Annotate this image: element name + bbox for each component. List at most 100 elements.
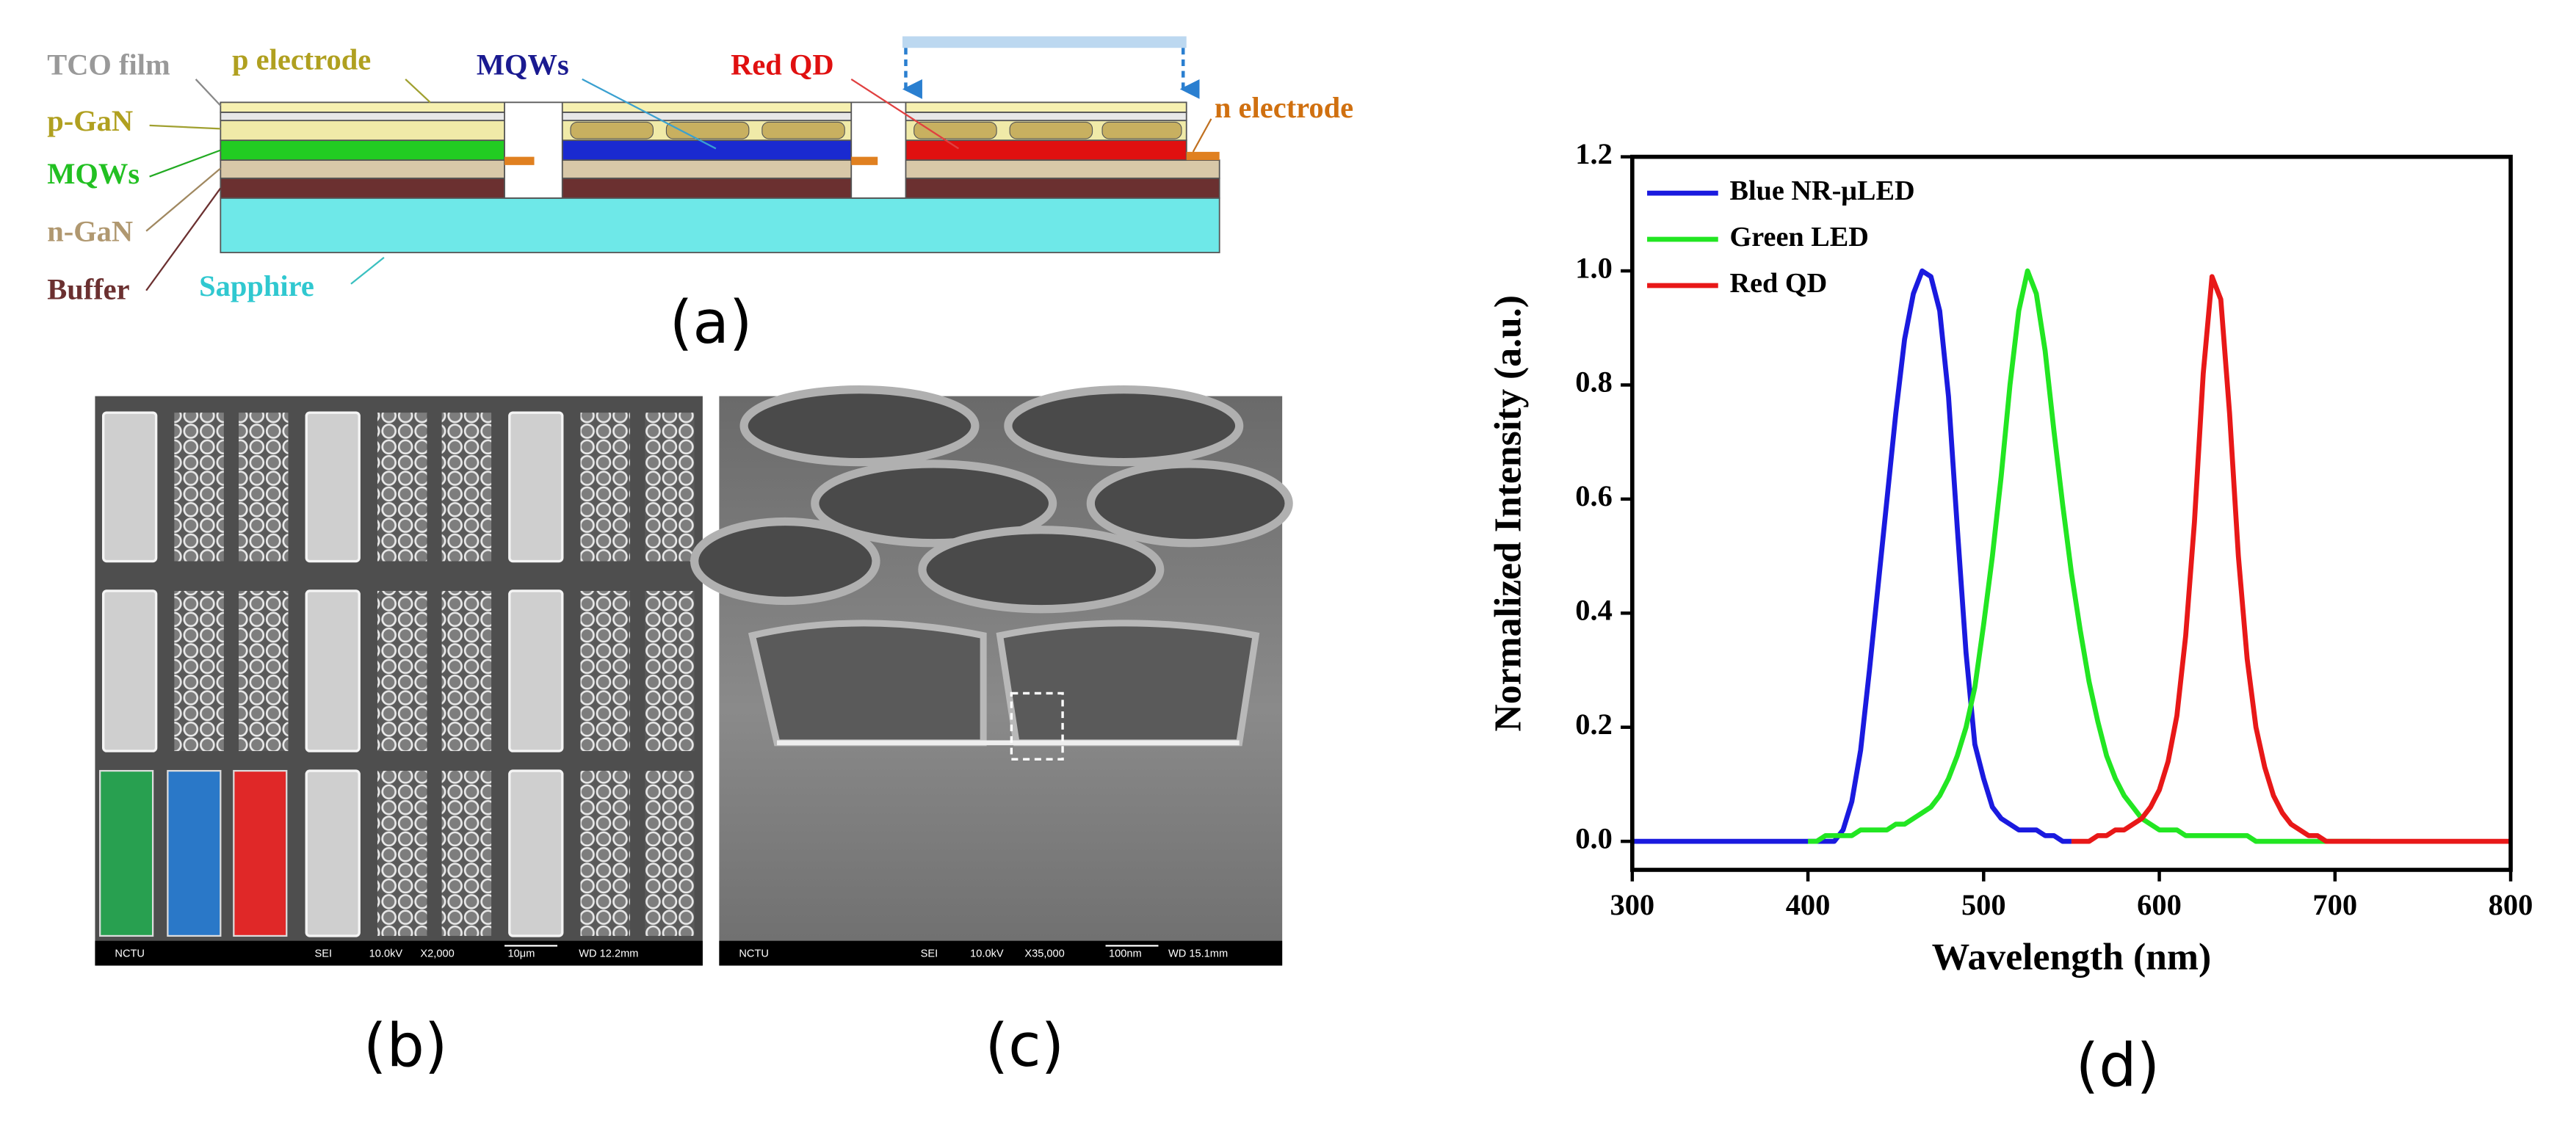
x-tick-label: 300 <box>1610 888 1654 921</box>
mesa-pad <box>508 589 564 752</box>
red-qd-layer <box>905 139 1187 161</box>
sem-info: NCTU <box>115 948 145 960</box>
nanorod-array <box>174 590 224 752</box>
n-contact <box>851 156 878 165</box>
sapphire-layer <box>220 197 1220 253</box>
nanorod <box>665 121 750 139</box>
nanorod <box>1101 121 1182 139</box>
nanorod-array <box>580 590 630 752</box>
nanorod-array <box>239 413 289 562</box>
nanohole <box>739 385 980 467</box>
trench <box>504 101 563 199</box>
n-gan-layer <box>220 159 1220 179</box>
y-axis-label: Normalized Intensity (a.u.) <box>1488 295 1530 732</box>
mesa-pad <box>508 411 564 563</box>
sem-footer <box>95 940 703 966</box>
p-electrode-layer <box>220 101 1187 113</box>
x-tick-label: 800 <box>2489 888 2533 921</box>
pixel <box>233 769 288 937</box>
x-axis-label: Wavelength (nm) <box>1932 937 2212 979</box>
mesa-pad <box>508 769 564 937</box>
sem-info: NCTU <box>739 948 769 960</box>
sem-info: X2,000 <box>420 948 454 960</box>
sem-info: 10μm <box>508 948 535 960</box>
y-tick-label: 1.2 <box>1575 137 1613 170</box>
diagram-label: p electrode <box>232 43 371 76</box>
leader <box>850 78 960 150</box>
legend-label: Red QD <box>1729 268 1827 299</box>
sem-image-c: NCTU SEI 10.0kV X35,000 100nm WD 15.1mm <box>690 385 1293 966</box>
nanorod <box>913 121 997 139</box>
leader <box>582 78 717 150</box>
nanorod-array <box>174 413 224 562</box>
leader <box>195 79 222 106</box>
sem-info: WD 15.1mm <box>1168 948 1228 960</box>
y-tick-label: 0.2 <box>1575 708 1613 741</box>
rod-cross-section <box>996 620 1260 747</box>
spectrum-chart: 300 400 500 600 700 800 0.0 0.2 0.4 0.6 0.8 1.0 1.2 W… <box>1488 137 2533 979</box>
n-contact <box>504 156 535 165</box>
diagram-label: Red QD <box>731 48 834 81</box>
leader <box>1192 118 1212 153</box>
pixel <box>99 769 154 937</box>
sem-image-b: NCTU SEI 10.0kV X2,000 10μm WD 12.2mm <box>95 396 703 966</box>
nanorod-array <box>377 413 427 562</box>
y-tick-label: 1.0 <box>1575 251 1613 284</box>
nanohole <box>811 460 1057 548</box>
nanorod-array <box>441 771 492 936</box>
plot-frame <box>1630 154 2513 872</box>
highlight-box <box>1010 691 1064 761</box>
y-tick-label: 0.0 <box>1575 821 1613 854</box>
nanorod-array <box>441 413 492 562</box>
x-tick-label: 500 <box>1961 888 2006 921</box>
series-line <box>1808 268 2370 844</box>
panel-label: (d) <box>2076 1031 2160 1100</box>
nanohole <box>1086 460 1293 548</box>
nanohole <box>690 517 880 606</box>
diagram-label: Buffer <box>47 272 129 305</box>
nanorods <box>570 121 1182 139</box>
sem-info: SEI <box>314 948 332 960</box>
panel-label: (b) <box>363 1012 448 1081</box>
mesa-pad <box>305 411 361 563</box>
x-tick-label: 600 <box>2137 888 2182 921</box>
y-tick-label: 0.6 <box>1575 479 1613 512</box>
mesa-pad <box>101 589 158 752</box>
series-line <box>1632 268 2072 844</box>
series-line <box>2071 274 2511 844</box>
diagram-label: MQWs <box>47 157 140 190</box>
nanorod-array <box>645 590 695 752</box>
nanorod-array <box>580 771 630 936</box>
x-tick-label: 400 <box>1786 888 1831 921</box>
y-tick-label: 0.8 <box>1575 366 1613 399</box>
sem-info: WD 12.2mm <box>579 948 638 960</box>
mesa-pad <box>305 769 361 937</box>
buffer-layer <box>220 177 1220 199</box>
sem-info: X35,000 <box>1024 948 1064 960</box>
light-bar <box>902 36 1187 48</box>
leader <box>350 256 385 285</box>
nanorod-array <box>580 413 630 562</box>
nanorod-array <box>239 590 289 752</box>
nanohole <box>918 526 1165 614</box>
sem-footer <box>719 940 1283 966</box>
nanorod-array <box>441 590 492 752</box>
leader <box>405 79 431 104</box>
mesa-pad <box>101 411 158 563</box>
pixel <box>167 769 222 937</box>
diagram-label: n-GaN <box>47 215 133 248</box>
mesa-pad <box>305 589 361 752</box>
diagram-label: p-GaN <box>47 104 133 137</box>
nanohole <box>1004 385 1244 467</box>
panel-label: (c) <box>985 1012 1065 1081</box>
rod-cross-section <box>748 620 987 747</box>
n-contact <box>1186 151 1220 161</box>
device-diagram: TCO film p electrode MQWs Red QD p-GaN n… <box>47 36 1353 305</box>
sem-info: SEI <box>921 948 938 960</box>
sem-info: 10.0kV <box>369 948 403 960</box>
legend-label: Blue NR-μLED <box>1729 175 1914 206</box>
nanorod <box>570 121 654 139</box>
panel-label: (a) <box>670 288 753 357</box>
